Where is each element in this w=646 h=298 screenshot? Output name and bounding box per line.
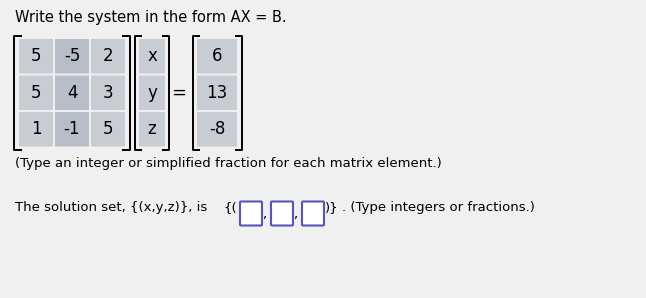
Text: 5: 5 [31, 47, 41, 65]
Text: x: x [147, 47, 157, 65]
Text: Write the system in the form AX = B.: Write the system in the form AX = B. [15, 10, 287, 25]
FancyBboxPatch shape [91, 39, 125, 74]
Text: -1: -1 [64, 120, 80, 138]
FancyBboxPatch shape [240, 201, 262, 226]
Text: 13: 13 [206, 84, 227, 102]
Text: 3: 3 [103, 84, 113, 102]
FancyBboxPatch shape [139, 75, 165, 110]
Text: 2: 2 [103, 47, 113, 65]
FancyBboxPatch shape [302, 201, 324, 226]
FancyBboxPatch shape [197, 39, 237, 74]
Text: -8: -8 [209, 120, 225, 138]
FancyBboxPatch shape [55, 112, 89, 147]
Text: z: z [148, 120, 156, 138]
FancyBboxPatch shape [197, 112, 237, 147]
Text: 6: 6 [212, 47, 222, 65]
Text: The solution set, {(x,y,z)}, is: The solution set, {(x,y,z)}, is [15, 201, 211, 215]
Text: -5: -5 [64, 47, 80, 65]
Text: {(: {( [223, 201, 236, 215]
FancyBboxPatch shape [19, 39, 53, 74]
FancyBboxPatch shape [19, 112, 53, 147]
FancyBboxPatch shape [91, 75, 125, 110]
FancyBboxPatch shape [91, 112, 125, 147]
FancyBboxPatch shape [139, 39, 165, 74]
Text: 1: 1 [31, 120, 41, 138]
Text: 5: 5 [31, 84, 41, 102]
FancyBboxPatch shape [19, 75, 53, 110]
Text: 4: 4 [67, 84, 78, 102]
Text: =: = [171, 84, 187, 102]
FancyBboxPatch shape [271, 201, 293, 226]
Text: y: y [147, 84, 157, 102]
Text: (Type an integer or simplified fraction for each matrix element.): (Type an integer or simplified fraction … [15, 158, 442, 170]
Text: 5: 5 [103, 120, 113, 138]
Text: ,: , [262, 208, 266, 221]
Text: . (Type integers or fractions.): . (Type integers or fractions.) [342, 201, 535, 215]
FancyBboxPatch shape [55, 75, 89, 110]
FancyBboxPatch shape [197, 75, 237, 110]
Text: ,: , [293, 208, 297, 221]
Text: )}: )} [325, 201, 339, 215]
FancyBboxPatch shape [139, 112, 165, 147]
FancyBboxPatch shape [55, 39, 89, 74]
